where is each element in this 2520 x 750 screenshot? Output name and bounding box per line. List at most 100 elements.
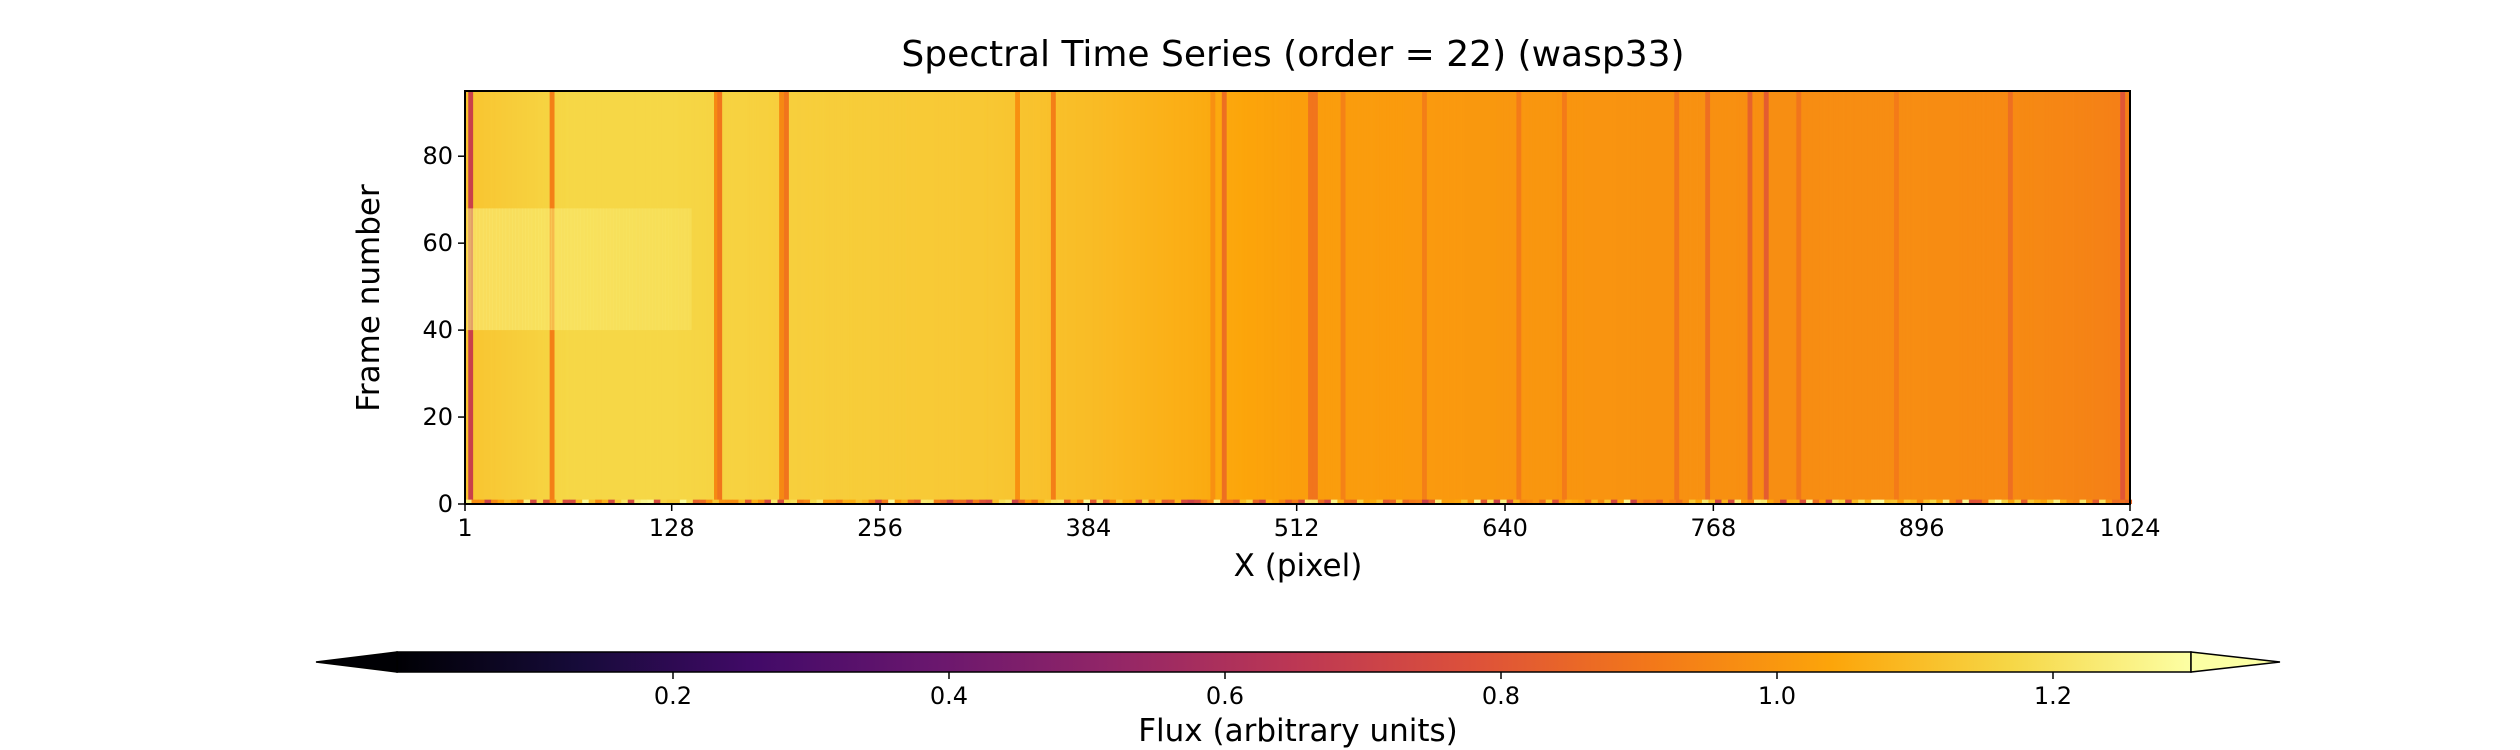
heatmap-cell <box>1448 499 1455 504</box>
heatmap-cell <box>600 208 604 331</box>
heatmap-column <box>1456 91 1459 504</box>
heatmap-column <box>1366 91 1369 504</box>
heatmap-column <box>1977 91 1980 504</box>
heatmap-column <box>1646 91 1649 504</box>
heatmap-column <box>917 91 920 504</box>
heatmap-column <box>1635 91 1638 504</box>
heatmap-column <box>1721 91 1724 504</box>
heatmap-column <box>1835 91 1838 504</box>
heatmap-column <box>935 91 938 504</box>
heatmap-column <box>867 91 870 504</box>
heatmap-column <box>992 91 995 504</box>
heatmap-column <box>1238 91 1241 504</box>
heatmap-cell <box>1285 499 1293 504</box>
heatmap-cell <box>671 208 676 331</box>
heatmap-column <box>731 91 734 504</box>
heatmap-cell <box>1532 499 1540 504</box>
heatmap-cell <box>486 208 490 331</box>
heatmap-column <box>1111 91 1114 504</box>
heatmap-column <box>1749 91 1752 504</box>
heatmap-cell <box>2112 499 2120 504</box>
heatmap-column <box>1880 91 1884 504</box>
heatmap-column <box>1171 91 1174 504</box>
heatmap-column <box>1475 91 1478 504</box>
heatmap-column <box>823 91 826 504</box>
heatmap-cell <box>1089 499 1097 504</box>
heatmap-column <box>769 91 772 504</box>
colorbar-extend-low <box>315 651 398 673</box>
heatmap-cell <box>1838 499 1846 504</box>
x-tick-label: 1 <box>457 514 472 542</box>
heatmap-column <box>1194 91 1197 504</box>
heatmap-column <box>1369 91 1372 504</box>
heatmap-column <box>1833 91 1836 504</box>
heatmap-column <box>2077 91 2080 504</box>
heatmap-column <box>1815 91 1818 504</box>
heatmap-column <box>2035 91 2038 504</box>
heatmap-cell <box>699 499 707 504</box>
heatmap-column <box>982 91 985 504</box>
heatmap-column <box>1342 91 1345 504</box>
heatmap-column <box>1129 91 1132 504</box>
heatmap-column <box>842 91 845 504</box>
heatmap-cell <box>1500 499 1508 504</box>
heatmap-cell <box>1441 499 1449 504</box>
heatmap-column <box>1949 91 1952 504</box>
heatmap-cell <box>1311 499 1319 504</box>
heatmap-column <box>849 91 852 504</box>
heatmap-column <box>1591 91 1594 504</box>
heatmap-column <box>1104 91 1107 504</box>
heatmap-column <box>1002 91 1005 504</box>
heatmap-cell <box>1018 499 1026 504</box>
heatmap-column <box>1998 91 2001 504</box>
heatmap-cell <box>1493 499 1501 504</box>
heatmap-column <box>1936 91 1939 504</box>
heatmap-cell <box>823 499 830 504</box>
heatmap-column <box>1627 91 1630 504</box>
heatmap-column <box>2040 91 2043 504</box>
heatmap-column <box>1156 91 1159 504</box>
heatmap-column <box>1395 91 1398 504</box>
heatmap-column <box>1197 91 1200 504</box>
heatmap-cell <box>803 499 811 504</box>
heatmap-column <box>1967 91 1970 504</box>
heatmap-column <box>1381 91 1384 504</box>
heatmap-column <box>2112 91 2115 504</box>
heatmap-column <box>1412 91 1415 504</box>
heatmap-column <box>915 91 918 504</box>
heatmap-cell <box>1949 499 1957 504</box>
heatmap-column <box>1544 91 1547 504</box>
heatmap-column <box>1298 91 1301 504</box>
heatmap-column <box>1758 91 1761 504</box>
heatmap-column <box>1379 91 1382 504</box>
heatmap-column <box>1797 91 1801 504</box>
heatmap-cell <box>499 208 503 331</box>
heatmap-column <box>909 91 912 504</box>
heatmap-column <box>1850 91 1853 504</box>
heatmap-column <box>829 91 832 504</box>
heatmap-column <box>1262 91 1265 504</box>
heatmap-column <box>2076 91 2079 504</box>
heatmap-column <box>1334 91 1337 504</box>
heatmap-column <box>1107 91 1110 504</box>
heatmap-cell <box>632 208 637 331</box>
heatmap-cell <box>668 208 673 331</box>
heatmap-column <box>1052 91 1055 504</box>
heatmap-column <box>904 91 907 504</box>
heatmap-cell <box>1773 499 1781 504</box>
heatmap-cell <box>1968 499 1976 504</box>
heatmap-column <box>1459 91 1462 504</box>
heatmap-column <box>1049 91 1052 504</box>
heatmap-column <box>2121 91 2124 504</box>
heatmap-cell <box>1467 499 1475 504</box>
heatmap-column <box>1846 91 1849 504</box>
heatmap-cell <box>1187 499 1195 504</box>
heatmap-column <box>1789 91 1792 504</box>
heatmap-column <box>2017 91 2020 504</box>
heatmap-cell <box>777 499 785 504</box>
heatmap-cell <box>681 208 686 331</box>
heatmap-column <box>1882 91 1885 504</box>
heatmap-cell <box>940 499 948 504</box>
heatmap-column <box>1469 91 1472 504</box>
heatmap-column <box>1778 91 1781 504</box>
